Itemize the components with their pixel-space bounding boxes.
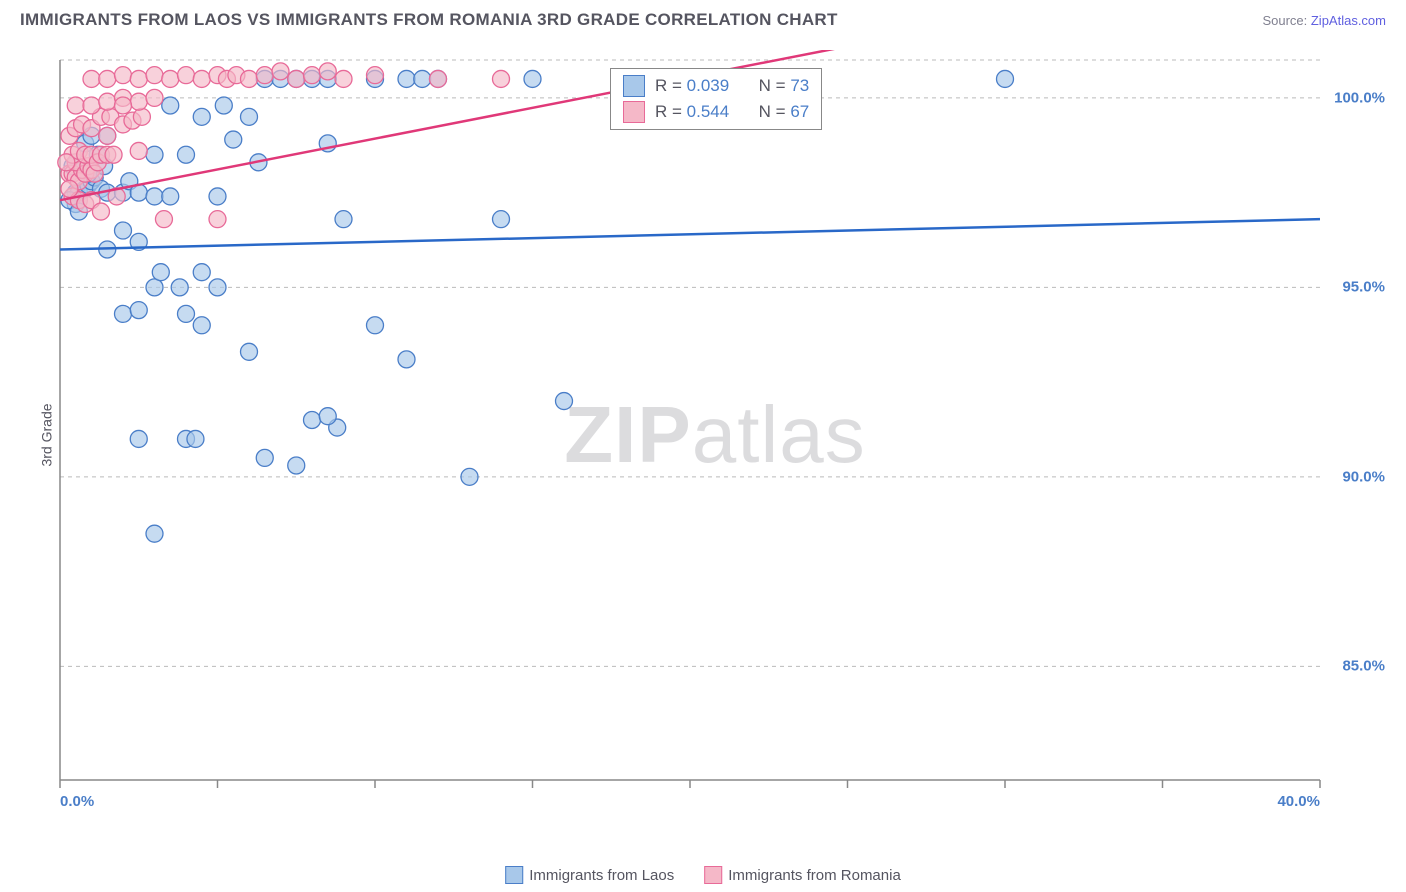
legend-item: Immigrants from Romania <box>704 866 901 884</box>
y-tick-label: 85.0% <box>1342 658 1385 675</box>
legend-swatch <box>623 75 645 97</box>
y-tick-label: 95.0% <box>1342 279 1385 296</box>
correlation-row: R = 0.544 N = 67 <box>623 99 809 125</box>
scatter-chart <box>50 50 1380 820</box>
source-link[interactable]: ZipAtlas.com <box>1311 13 1386 28</box>
x-tick-min: 0.0% <box>60 793 94 810</box>
legend-item: Immigrants from Laos <box>505 866 674 884</box>
n-label: N = 67 <box>759 102 810 122</box>
y-tick-label: 100.0% <box>1334 89 1385 106</box>
chart-title: IMMIGRANTS FROM LAOS VS IMMIGRANTS FROM … <box>20 10 838 30</box>
correlation-legend: R = 0.039 N = 73R = 0.544 N = 67 <box>610 68 822 130</box>
chart-header: IMMIGRANTS FROM LAOS VS IMMIGRANTS FROM … <box>0 0 1406 30</box>
source-prefix: Source: <box>1262 13 1310 28</box>
legend-swatch <box>623 101 645 123</box>
plot-area: 3rd Grade ZIPatlas 85.0%90.0%95.0%100.0%… <box>50 50 1380 820</box>
legend-swatch <box>704 866 722 884</box>
bottom-legend: Immigrants from Laos Immigrants from Roma… <box>505 866 901 884</box>
legend-swatch <box>505 866 523 884</box>
x-axis-labels: 0.0% 40.0% <box>60 793 1320 810</box>
chart-source: Source: ZipAtlas.com <box>1262 13 1386 28</box>
y-tick-label: 90.0% <box>1342 468 1385 485</box>
legend-label: Immigrants from Romania <box>728 867 901 884</box>
n-label: N = 73 <box>759 76 810 96</box>
correlation-row: R = 0.039 N = 73 <box>623 73 809 99</box>
legend-label: Immigrants from Laos <box>529 867 674 884</box>
r-label: R = 0.039 <box>655 76 729 96</box>
r-label: R = 0.544 <box>655 102 729 122</box>
x-tick-max: 40.0% <box>1277 793 1320 810</box>
